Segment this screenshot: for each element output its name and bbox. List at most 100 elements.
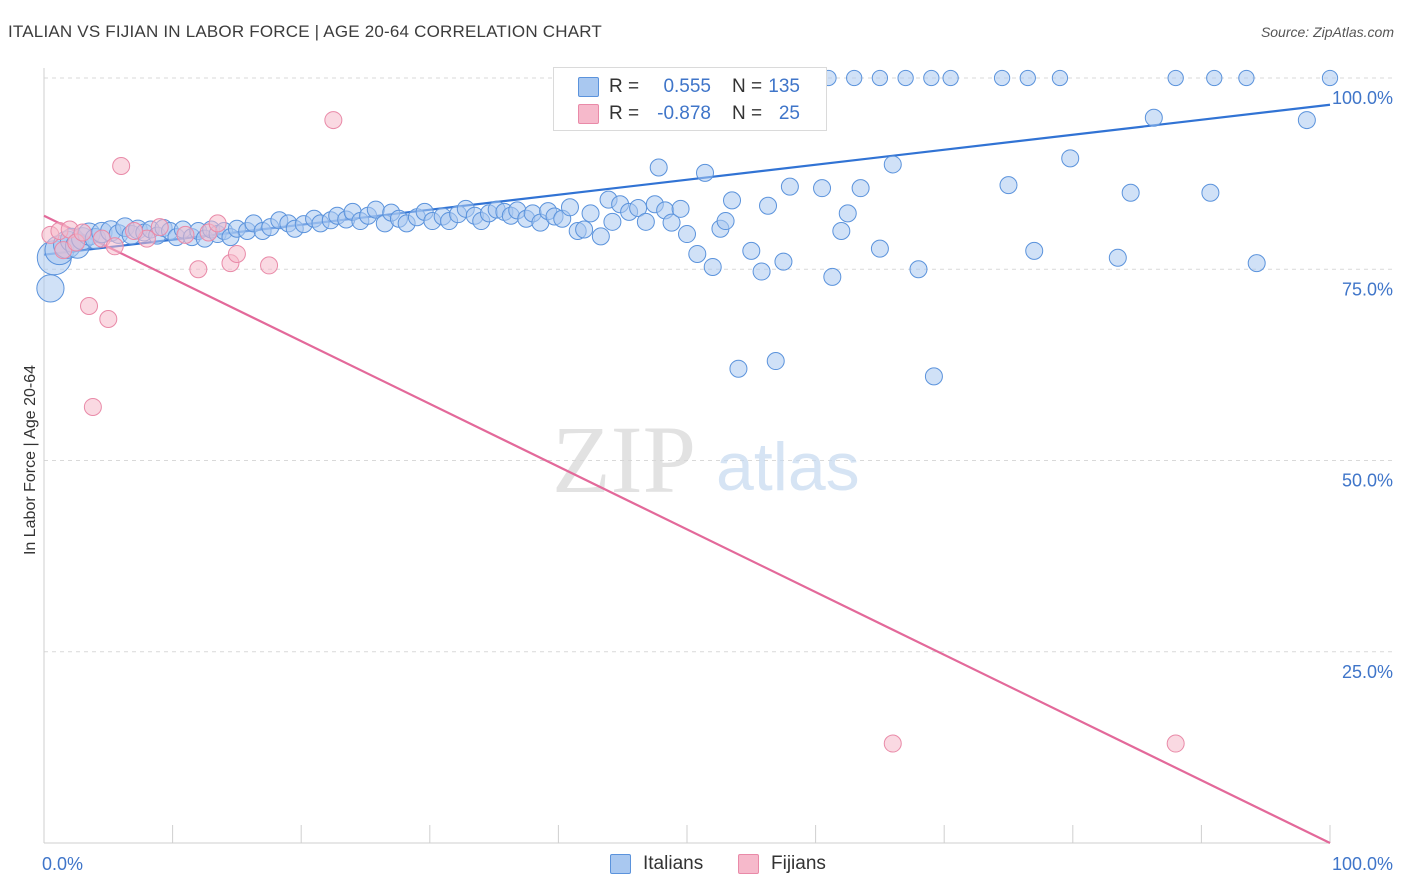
point-fijians [150,218,169,237]
point-italians [1108,248,1127,267]
point-italians [1201,183,1220,202]
point-fijians [176,225,195,244]
point-italians [851,179,870,198]
point-fijians [125,222,144,240]
point-italians [1297,111,1316,130]
legend-item-fijians[interactable]: Fijians [738,851,848,877]
point-italians [729,359,748,378]
point-italians [871,69,889,87]
n-value: 135 [768,76,800,97]
point-italians [678,225,696,244]
point-italians [36,274,65,303]
point-italians [897,69,914,87]
point-italians [723,191,742,210]
point-fijians [105,237,124,256]
point-italians [716,212,735,231]
point-italians [703,257,722,276]
x-tick-label: 0.0% [42,854,83,874]
point-italians [759,196,778,215]
fijians-swatch [578,104,599,124]
watermark-atlas: atlas [716,429,860,505]
point-fijians [227,244,246,263]
point-fijians [112,156,131,175]
r-value: 0.555 [663,76,711,97]
tick-labels: 25.0% 50.0% 75.0% 100.0% 0.0% 100.0% [42,88,1393,874]
point-italians [870,239,889,258]
point-italians [629,199,648,218]
point-italians [591,227,610,246]
point-italians [636,212,655,231]
point-italians [832,222,851,240]
point-italians [581,204,600,223]
point-italians [649,158,668,177]
point-fijians [208,214,227,233]
italians-swatch [610,854,631,874]
trend-line-fijians [43,214,1331,844]
x-tick-label: 100.0% [1332,854,1393,874]
point-italians [560,198,579,217]
n-value: 25 [778,103,800,124]
legend-item-italians[interactable]: Italians [610,851,730,877]
r-label: R = [609,76,640,97]
r-label: R = [609,103,640,124]
point-italians [838,204,857,223]
point-italians [942,69,959,87]
point-italians [575,220,594,239]
point-fijians [73,223,92,242]
point-italians [999,176,1018,195]
point-italians [1321,69,1339,87]
axes [43,68,1331,844]
point-italians [1061,149,1080,168]
point-italians [1051,69,1069,87]
point-italians [766,352,785,371]
y-tick-label: 25.0% [1342,662,1393,682]
point-italians [696,163,715,182]
point-italians [924,367,943,386]
point-italians [671,199,690,218]
point-fijians [260,256,279,275]
point-fijians [80,296,99,315]
point-italians [1121,183,1140,202]
point-italians [1019,69,1036,87]
r-value: -0.878 [657,103,711,124]
y-tick-label: 100.0% [1332,88,1393,108]
y-tick-label: 75.0% [1342,279,1393,299]
stats-legend: R = 0.555 N = 135 R = -0.878 N = 25 [553,67,827,131]
point-italians [1025,241,1044,260]
point-fijians [1166,734,1185,753]
point-italians [1144,108,1163,127]
point-italians [993,69,1011,87]
point-italians [883,155,902,174]
watermark-zip: ZIP [552,406,696,513]
legend-label: Fijians [771,853,826,874]
point-fijians [83,397,102,416]
point-italians [846,69,863,87]
point-italians [742,241,761,260]
source-label: Source: ZipAtlas.com [1260,24,1394,40]
point-italians [780,177,799,196]
point-italians [752,262,771,281]
chart-title: ITALIAN VS FIJIAN IN LABOR FORCE | AGE 2… [8,22,603,41]
point-fijians [324,111,343,130]
point-italians [1247,254,1266,273]
point-italians [662,213,681,232]
fijians-swatch [738,854,759,874]
point-italians [774,252,793,271]
point-italians [603,212,622,231]
data-points [36,69,1339,753]
point-fijians [189,260,208,279]
point-fijians [883,734,902,753]
point-italians [1167,69,1184,87]
point-italians [1238,69,1255,87]
point-italians [923,69,940,87]
n-label: N = [732,76,763,97]
legend-row-fijians: R = -0.878 N = 25 [554,100,826,128]
italians-swatch [578,77,599,97]
point-fijians [99,309,118,328]
point-italians [688,244,707,263]
gridlines [44,77,1395,653]
point-italians [909,260,928,279]
point-italians [813,179,832,198]
point-italians [1206,69,1223,87]
